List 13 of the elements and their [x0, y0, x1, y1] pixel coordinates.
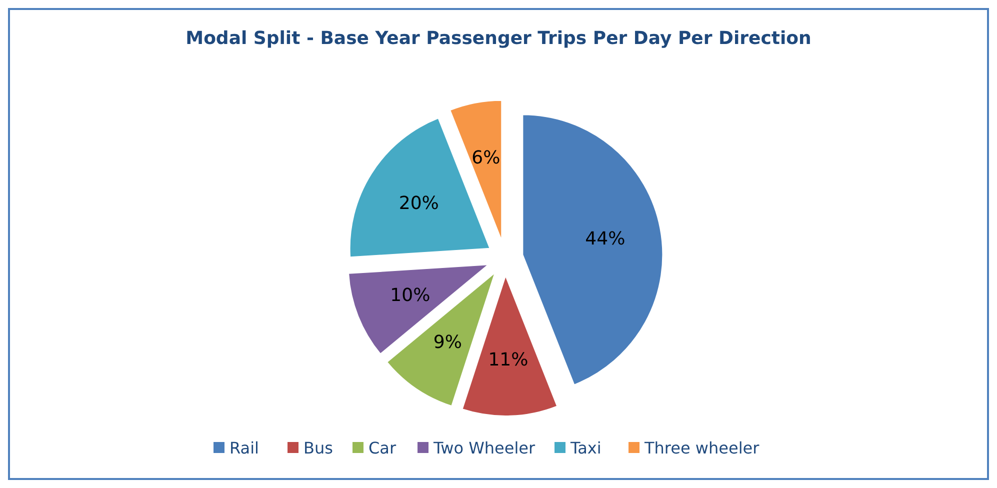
legend-label: Rail	[230, 438, 259, 458]
data-label: 11%	[488, 349, 528, 370]
legend-label: Three wheeler	[644, 438, 760, 458]
data-label: 6%	[472, 147, 500, 168]
data-label: 10%	[390, 285, 430, 306]
legend-label: Car	[368, 438, 396, 458]
legend-label: Two Wheeler	[432, 438, 536, 458]
data-label: 44%	[585, 228, 626, 250]
legend-label: Taxi	[570, 438, 602, 458]
data-label: 9%	[433, 332, 462, 353]
legend-label: Bus	[304, 438, 333, 458]
data-label: 20%	[398, 192, 439, 214]
chart-title: Modal Split - Base Year Passenger Trips Per Day Per Direction	[186, 28, 812, 49]
